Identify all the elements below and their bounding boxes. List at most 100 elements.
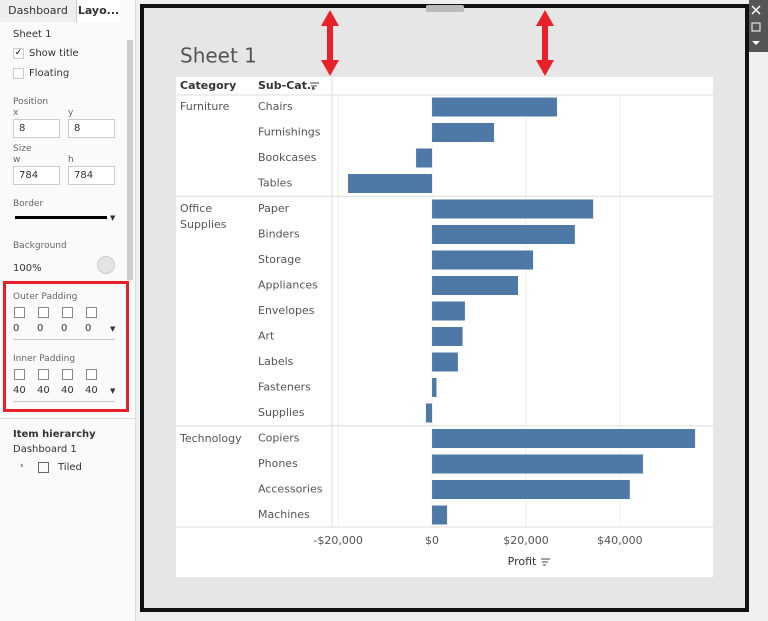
red-arrows <box>321 10 554 76</box>
row-label: Storage <box>258 253 301 266</box>
bar <box>425 403 433 423</box>
row-label: Supplies <box>258 406 305 419</box>
label: y <box>68 108 74 118</box>
input[interactable]: 8 <box>13 119 60 138</box>
expander[interactable]: › <box>20 461 24 471</box>
underline <box>13 339 115 340</box>
close-icon[interactable] <box>751 5 761 15</box>
row-label: Binders <box>258 228 300 241</box>
row-label: Bookcases <box>258 151 317 164</box>
resize-handle[interactable] <box>426 5 464 12</box>
padding-icon[interactable] <box>62 369 73 380</box>
header: Category <box>180 79 236 92</box>
scrollbar[interactable] <box>127 40 133 280</box>
row-label: Chairs <box>258 100 293 113</box>
row-label: Machines <box>258 508 310 521</box>
padding-icon[interactable] <box>38 307 49 318</box>
padding-value[interactable]: 0 <box>85 323 92 334</box>
bar <box>432 480 630 499</box>
input[interactable]: 8 <box>68 119 115 138</box>
underline <box>13 401 115 402</box>
opacity: 100% <box>13 263 42 274</box>
padding-value[interactable]: 40 <box>13 385 26 396</box>
input[interactable]: 784 <box>13 166 60 185</box>
label: w <box>13 155 21 165</box>
padding-icon[interactable] <box>62 307 73 318</box>
row-label: Furnishings <box>258 126 321 139</box>
tab[interactable]: Dashboard <box>0 0 77 22</box>
padding-value[interactable]: 0 <box>37 323 44 334</box>
checkbox[interactable] <box>13 68 24 79</box>
dropdown[interactable]: ▼ <box>110 387 116 395</box>
tab-active[interactable]: Layo... <box>77 0 120 22</box>
label: x <box>13 108 19 118</box>
padding-value[interactable]: 0 <box>13 323 20 334</box>
row-label: Labels <box>258 355 294 368</box>
sort-icon[interactable] <box>541 558 550 566</box>
x-tick-label: $0 <box>425 534 439 547</box>
bar <box>432 352 458 372</box>
padding-icon[interactable] <box>86 307 97 318</box>
bar <box>432 327 463 346</box>
bar <box>432 454 643 474</box>
dropdown[interactable]: ▼ <box>110 214 116 222</box>
row-label: Envelopes <box>258 304 315 317</box>
padding-value[interactable]: 40 <box>85 385 98 396</box>
bar <box>432 123 495 142</box>
bar <box>432 199 594 219</box>
segment-label: Furniture <box>180 100 230 113</box>
color-swatch[interactable] <box>97 256 115 274</box>
sort-icon[interactable] <box>310 82 319 90</box>
x-tick-label: $20,000 <box>503 534 549 547</box>
highlight-box <box>3 281 129 412</box>
padding-icon[interactable] <box>14 307 25 318</box>
menu-icon[interactable] <box>752 41 760 45</box>
segment-label: Technology <box>180 431 242 445</box>
bar <box>432 301 465 321</box>
border-line[interactable] <box>15 216 107 219</box>
row-label: Accessories <box>258 483 323 496</box>
segment-label: Office Supplies <box>180 202 227 231</box>
checkbox-checked[interactable]: ✓ <box>13 48 24 59</box>
bar <box>347 174 433 193</box>
checkbox-label: Floating <box>29 68 70 79</box>
row-label: Paper <box>258 202 290 215</box>
bar <box>432 250 534 270</box>
tree-item[interactable]: Tiled <box>58 462 82 473</box>
tree-item[interactable]: Dashboard 1 <box>13 444 77 455</box>
padding-value[interactable]: 0 <box>61 323 68 334</box>
side-panel: Dashboard Layo... Sheet 1 ✓ Show title F… <box>0 0 136 621</box>
label: h <box>68 155 74 165</box>
row-label: Phones <box>258 457 298 470</box>
padding-icon[interactable] <box>38 369 49 380</box>
row-label: Tables <box>257 177 292 190</box>
label: Border <box>13 199 44 209</box>
section-title: Item hierarchy <box>13 429 96 440</box>
dropdown[interactable]: ▼ <box>110 325 116 333</box>
bar <box>416 148 433 168</box>
row-label: Copiers <box>258 432 300 445</box>
bar <box>432 97 557 117</box>
x-tick-label: -$20,000 <box>313 534 362 547</box>
bar <box>432 276 519 295</box>
divider <box>0 418 135 419</box>
bar <box>432 225 575 244</box>
open-icon[interactable] <box>751 22 761 32</box>
bar <box>432 505 448 525</box>
label: Background <box>13 241 67 251</box>
padding-value[interactable]: 40 <box>61 385 74 396</box>
label: Position <box>13 97 49 107</box>
padding-value[interactable]: 40 <box>37 385 50 396</box>
label: Outer Padding <box>13 292 78 302</box>
row-label: Appliances <box>258 279 318 292</box>
padding-icon[interactable] <box>86 369 97 380</box>
input[interactable]: 784 <box>68 166 115 185</box>
row-label: Fasteners <box>258 381 311 394</box>
bar <box>432 378 437 397</box>
row-label: Art <box>258 330 275 343</box>
label: Inner Padding <box>13 354 76 364</box>
padding-icon[interactable] <box>14 369 25 380</box>
tiled-icon <box>38 462 49 473</box>
